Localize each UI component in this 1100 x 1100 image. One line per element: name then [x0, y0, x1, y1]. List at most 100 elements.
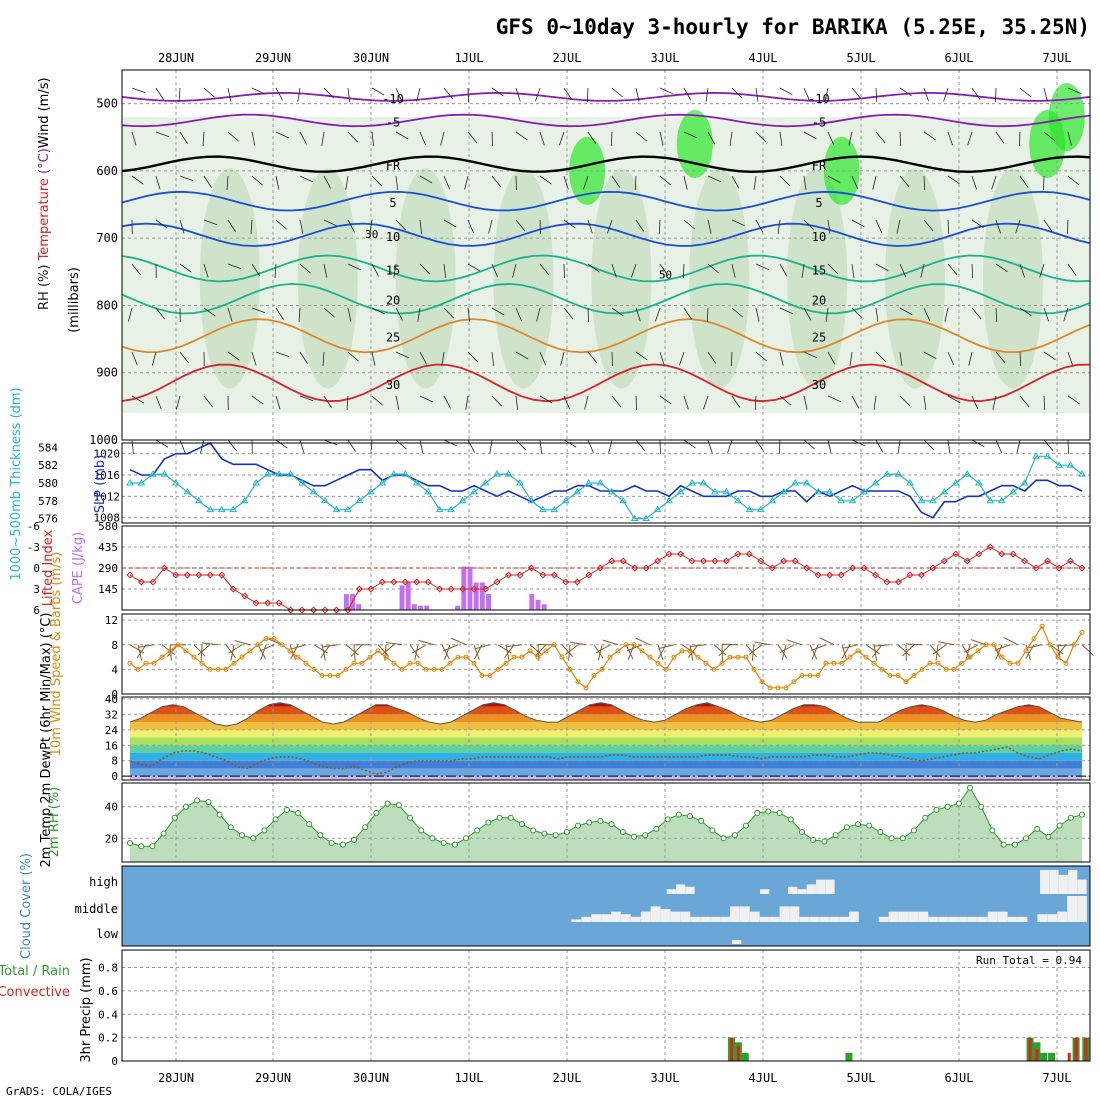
wind-barb	[824, 87, 829, 102]
wind-barb	[323, 439, 338, 446]
wind-barb	[753, 175, 757, 190]
precip-total-bar	[1048, 1052, 1056, 1061]
thickness-point	[630, 514, 639, 522]
thickness-tick: 582	[38, 459, 58, 472]
rh2m-point	[855, 821, 861, 828]
wind10m-barb	[386, 642, 403, 646]
li-label: Lifted Index	[41, 529, 56, 606]
rh2m-point	[832, 832, 839, 839]
wind10m-barb	[905, 643, 923, 646]
li-point	[642, 564, 650, 572]
rh2m-point	[530, 827, 537, 834]
wind-barb	[995, 219, 1001, 234]
rh2m-point	[698, 817, 705, 824]
wind10m-point	[631, 642, 637, 648]
thickness-point	[917, 496, 926, 504]
wind-barb	[323, 395, 332, 408]
precip-conv-bar	[1067, 1052, 1071, 1061]
li-point	[447, 585, 455, 593]
wind10m-point	[191, 654, 197, 660]
wind10m-barb	[841, 644, 848, 661]
wind-barb	[515, 395, 519, 410]
wind-barb	[755, 219, 764, 233]
wind-barb	[635, 351, 648, 361]
wind-barb	[491, 307, 505, 316]
rh2m-point	[978, 803, 985, 810]
wind-barb	[563, 219, 576, 229]
wind10m-point	[591, 673, 597, 679]
wind-barb	[275, 307, 284, 320]
wind-barb	[1067, 351, 1073, 366]
thickness-point	[1020, 479, 1029, 486]
wind-barb	[371, 307, 385, 315]
wind-barb	[827, 131, 835, 145]
wind10m-point	[599, 666, 605, 672]
wind-barb	[371, 175, 383, 187]
rh2m-point	[1034, 825, 1041, 832]
rh2m-point	[463, 835, 469, 842]
cloud-bar	[640, 911, 651, 922]
cloud-bar	[779, 906, 790, 922]
wind-barb	[179, 175, 194, 182]
temp-band	[130, 737, 1082, 746]
wind10m-point	[895, 673, 901, 679]
wind10m-point	[263, 636, 269, 642]
wind10m-point	[175, 642, 181, 648]
wind-barb	[539, 351, 546, 366]
slp-tick: 1020	[94, 448, 121, 461]
wind-barb	[515, 307, 522, 322]
wind-barb	[899, 175, 910, 187]
wind-barb	[755, 131, 767, 143]
temp-band	[130, 729, 1082, 738]
wind-barb	[851, 307, 863, 319]
wind10m-barb	[257, 644, 266, 660]
wind-barb	[419, 395, 433, 403]
temp-frame	[121, 696, 1091, 781]
isotherm-line	[121, 91, 1091, 102]
wind-barb	[1067, 131, 1072, 146]
wind-barb	[1015, 219, 1021, 234]
wind-barb	[707, 131, 716, 145]
wind-barb	[1043, 439, 1054, 451]
wind-barb	[251, 131, 256, 146]
li-point	[413, 578, 421, 586]
wind10m-barb	[444, 644, 451, 660]
rh-shade-blob	[493, 168, 554, 389]
wind-barb	[731, 175, 740, 189]
wind10m-barb	[1081, 644, 1095, 657]
wind10m-barb	[597, 644, 603, 661]
wind10m-point	[287, 648, 293, 654]
wind10m-barb	[202, 642, 219, 646]
wind-barb	[971, 87, 981, 100]
rh2m-point	[899, 835, 906, 842]
wind10m-point	[743, 654, 749, 660]
thickness-point	[676, 487, 685, 495]
wind-barb	[899, 263, 907, 277]
rh2m-point	[395, 802, 402, 809]
wind-barb	[1016, 439, 1021, 454]
cape-tick: 435	[98, 541, 118, 554]
wind10m-point	[823, 660, 829, 666]
thickness-point	[883, 470, 891, 477]
wind-barb	[608, 439, 613, 454]
day-label-bottom: 4JUL	[749, 1071, 778, 1085]
wind-barb	[371, 395, 383, 406]
li-point	[665, 550, 673, 558]
wind10m-barb	[381, 644, 395, 656]
wind10m-point	[1031, 636, 1037, 642]
cloud-bar	[690, 916, 701, 922]
wind-barb	[1043, 131, 1056, 142]
wind10m-barb	[506, 644, 523, 648]
wind-barb	[202, 131, 205, 146]
cloud-bar	[732, 940, 742, 944]
thickness-point	[504, 470, 513, 477]
rh2m-area	[130, 787, 1082, 862]
wind-barb	[1043, 395, 1046, 411]
rh2m-point	[776, 810, 783, 817]
wind-barb	[155, 219, 168, 229]
li-point	[459, 585, 467, 593]
wind10m-barb	[534, 644, 547, 657]
wind-barb	[587, 351, 598, 364]
cloud-bar	[1057, 911, 1068, 922]
